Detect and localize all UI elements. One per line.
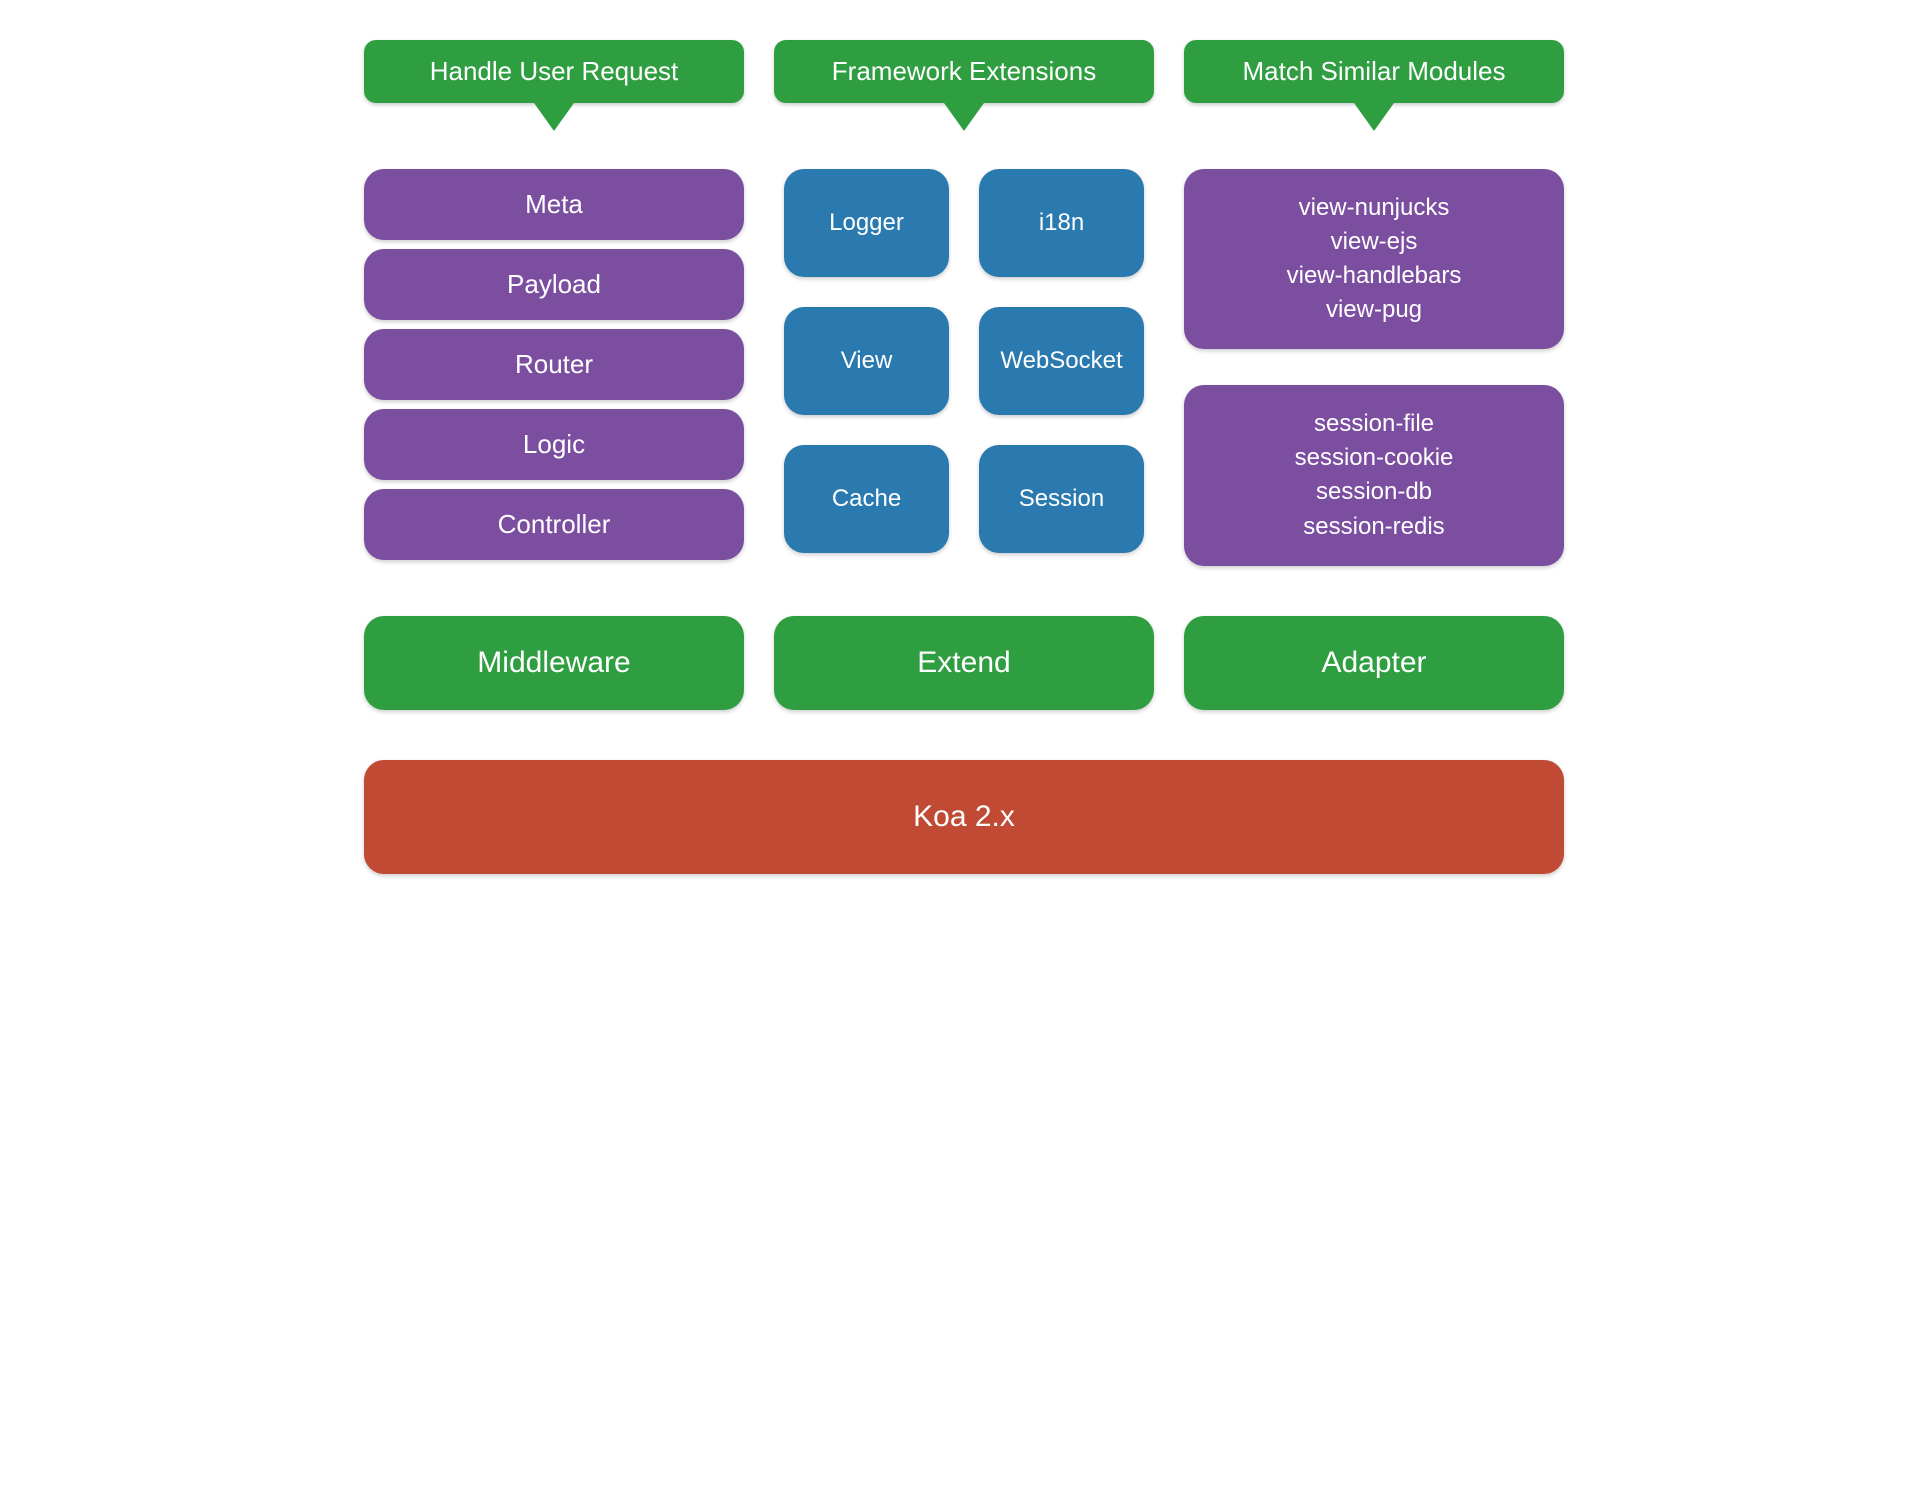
- base-koa: Koa 2.x: [364, 760, 1564, 874]
- column-header: Handle User Request: [364, 40, 744, 103]
- column-match-similar-modules: Match Similar Modules view-nunjucks view…: [1184, 40, 1564, 566]
- card-stack: view-nunjucks view-ejs view-handlebars v…: [1184, 169, 1564, 566]
- tile-i18n: i18n: [979, 169, 1144, 277]
- card-line: view-ejs: [1194, 225, 1554, 259]
- tile-grid: Logger i18n View WebSocket Cache Session: [774, 169, 1154, 553]
- architecture-diagram: Handle User Request Meta Payload Router …: [364, 40, 1564, 874]
- card-line: session-redis: [1194, 510, 1554, 544]
- card-line: session-db: [1194, 475, 1554, 509]
- tile-view: View: [784, 307, 949, 415]
- column-header: Match Similar Modules: [1184, 40, 1564, 103]
- bottom-middleware: Middleware: [364, 616, 744, 710]
- column-header: Framework Extensions: [774, 40, 1154, 103]
- card-session-adapters: session-file session-cookie session-db s…: [1184, 385, 1564, 565]
- pill-controller: Controller: [364, 489, 744, 560]
- tile-logger: Logger: [784, 169, 949, 277]
- column-handle-user-request: Handle User Request Meta Payload Router …: [364, 40, 744, 566]
- card-line: view-nunjucks: [1194, 191, 1554, 225]
- pill-logic: Logic: [364, 409, 744, 480]
- card-line: view-handlebars: [1194, 259, 1554, 293]
- tile-session: Session: [979, 445, 1144, 553]
- tile-cache: Cache: [784, 445, 949, 553]
- card-line: session-file: [1194, 407, 1554, 441]
- column-framework-extensions: Framework Extensions Logger i18n View We…: [774, 40, 1154, 566]
- tile-websocket: WebSocket: [979, 307, 1144, 415]
- pill-payload: Payload: [364, 249, 744, 320]
- bottom-row: Middleware Extend Adapter: [364, 616, 1564, 710]
- bottom-adapter: Adapter: [1184, 616, 1564, 710]
- bottom-extend: Extend: [774, 616, 1154, 710]
- pill-stack: Meta Payload Router Logic Controller: [364, 169, 744, 560]
- pill-router: Router: [364, 329, 744, 400]
- columns-row: Handle User Request Meta Payload Router …: [364, 40, 1564, 566]
- card-line: view-pug: [1194, 293, 1554, 327]
- card-view-adapters: view-nunjucks view-ejs view-handlebars v…: [1184, 169, 1564, 349]
- card-line: session-cookie: [1194, 441, 1554, 475]
- pill-meta: Meta: [364, 169, 744, 240]
